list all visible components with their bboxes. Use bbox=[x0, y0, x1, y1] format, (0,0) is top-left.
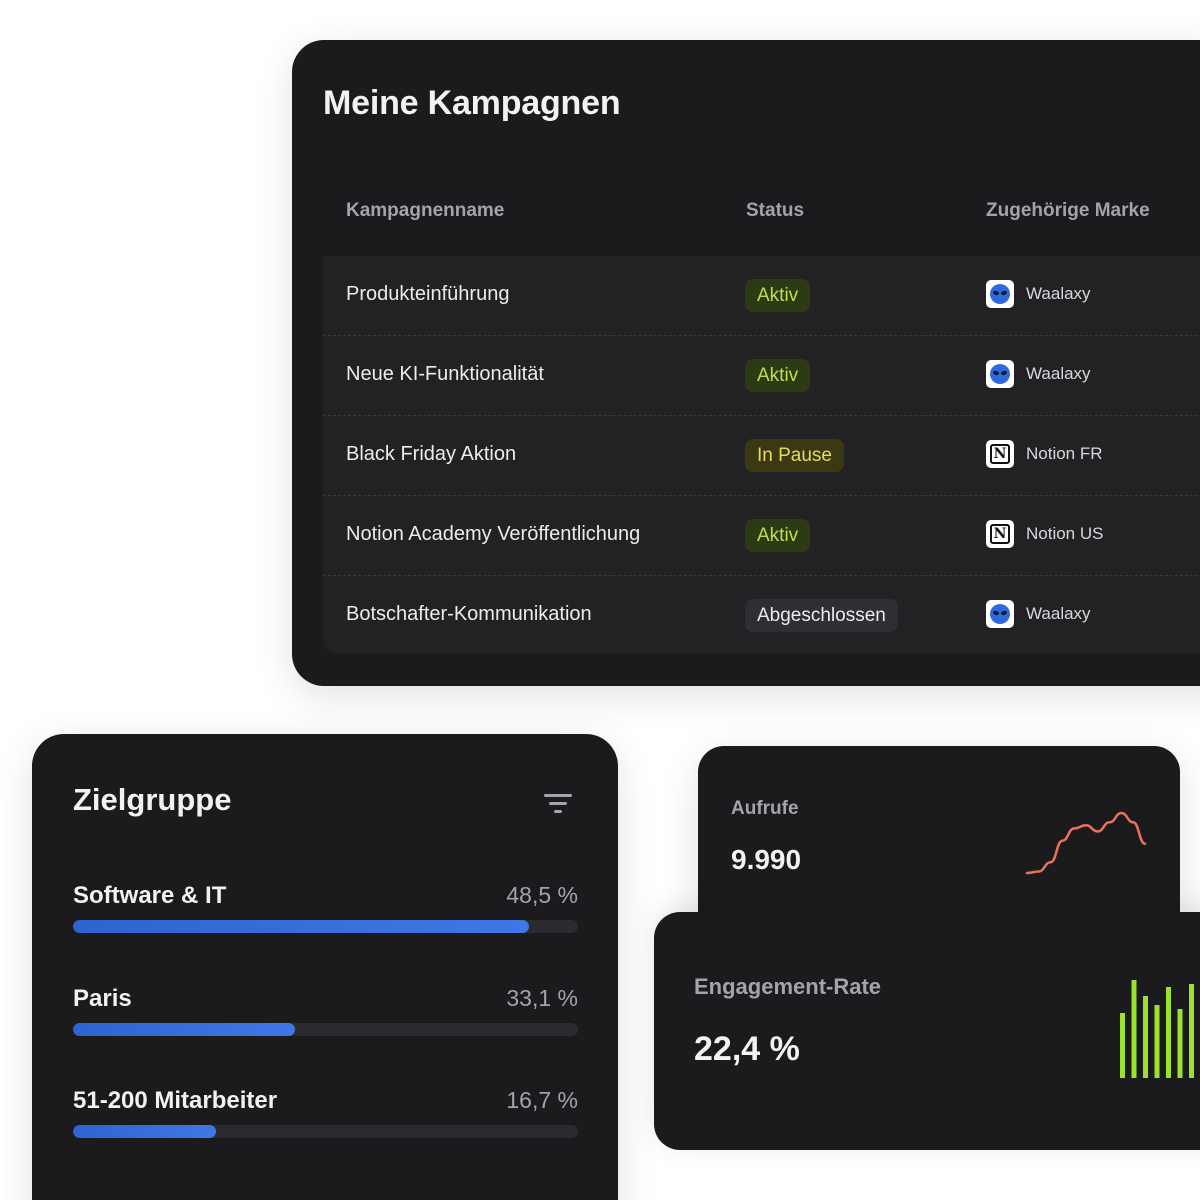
brand-name: Notion US bbox=[1026, 524, 1104, 543]
audience-metric: 51-200 Mitarbeiter 16,7 % bbox=[73, 1087, 578, 1147]
table-row[interactable]: Neue KI-Funktionalität Aktiv Waalaxy bbox=[323, 336, 1200, 416]
metric-percent: 33,1 % bbox=[506, 985, 578, 1011]
engagement-bar bbox=[1143, 996, 1148, 1078]
status-badge: Aktiv bbox=[745, 359, 811, 392]
metric-label: Paris bbox=[73, 985, 132, 1012]
engagement-card: Engagement-Rate 22,4 % bbox=[654, 912, 1200, 1150]
engagement-bar-chart bbox=[1120, 980, 1194, 1078]
campaign-name[interactable]: Produkteinführung bbox=[346, 283, 510, 305]
audience-metric: Software & IT 48,5 % bbox=[73, 882, 578, 942]
engagement-bar bbox=[1120, 1013, 1125, 1078]
audience-card: Zielgruppe Software & IT 48,5 % Paris 33,1 … bbox=[32, 734, 618, 1200]
campaign-name[interactable]: Botschafter-Kommunikation bbox=[346, 603, 592, 625]
campaigns-table-body: Produkteinführung Aktiv Waalaxy Neue KI-Fun… bbox=[323, 256, 1200, 654]
table-row[interactable]: Notion Academy Veröffentlichung Aktiv N Not… bbox=[323, 496, 1200, 576]
metric-label: 51-200 Mitarbeiter bbox=[73, 1087, 278, 1114]
progress-fill bbox=[73, 920, 529, 933]
notion-icon: N bbox=[986, 440, 1014, 468]
campaigns-table-header: Kampagnenname Status Zugehörige Marke bbox=[323, 200, 1200, 256]
status-badge: In Pause bbox=[745, 439, 844, 472]
status-badge: Abgeschlossen bbox=[745, 599, 898, 632]
brand-name: Waalaxy bbox=[1026, 284, 1091, 303]
alien-icon bbox=[986, 360, 1014, 388]
engagement-bar bbox=[1166, 987, 1171, 1078]
filter-icon[interactable] bbox=[544, 792, 574, 818]
sparkline-series bbox=[1025, 811, 1147, 875]
progress-fill bbox=[73, 1125, 217, 1138]
engagement-bar bbox=[1131, 980, 1137, 1078]
notion-icon: N bbox=[986, 520, 1014, 548]
table-row[interactable]: Black Friday Aktion In Pause N Notion FR bbox=[323, 416, 1200, 496]
campaigns-card: Meine Kampagnen Kampagnenname Status Zug… bbox=[292, 40, 1200, 686]
views-sparkline bbox=[1025, 811, 1147, 875]
metric-percent: 16,7 % bbox=[506, 1087, 578, 1113]
campaigns-title: Meine Kampagnen bbox=[323, 84, 621, 122]
brand-name: Waalaxy bbox=[1026, 364, 1091, 383]
campaign-name[interactable]: Notion Academy Veröffentlichung bbox=[346, 523, 641, 545]
engagement-value: 22,4 % bbox=[694, 1030, 800, 1068]
views-value: 9.990 bbox=[731, 844, 802, 875]
campaign-name[interactable]: Neue KI-Funktionalität bbox=[346, 363, 544, 385]
brand-name: Waalaxy bbox=[1026, 604, 1091, 623]
audience-title: Zielgruppe bbox=[73, 782, 232, 817]
alien-icon bbox=[986, 600, 1014, 628]
progress-track bbox=[73, 1125, 578, 1138]
metric-label: Software & IT bbox=[73, 882, 227, 909]
alien-icon bbox=[986, 280, 1014, 308]
audience-metric: Paris 33,1 % bbox=[73, 985, 578, 1045]
status-badge: Aktiv bbox=[745, 519, 811, 552]
column-header-status[interactable]: Status bbox=[746, 200, 805, 221]
engagement-bar bbox=[1189, 984, 1194, 1078]
engagement-label: Engagement-Rate bbox=[694, 974, 882, 999]
column-header-brand[interactable]: Zugehörige Marke bbox=[986, 200, 1150, 221]
engagement-bar bbox=[1177, 1009, 1183, 1078]
metric-percent: 48,5 % bbox=[506, 882, 578, 908]
table-row[interactable]: Botschafter-Kommunikation Abgeschlossen Wa… bbox=[323, 576, 1200, 656]
progress-track bbox=[73, 920, 578, 933]
column-header-name[interactable]: Kampagnenname bbox=[346, 200, 505, 221]
table-row[interactable]: Produkteinführung Aktiv Waalaxy bbox=[323, 256, 1200, 336]
status-badge: Aktiv bbox=[745, 279, 811, 312]
campaign-name[interactable]: Black Friday Aktion bbox=[346, 443, 517, 465]
engagement-bar bbox=[1154, 1005, 1160, 1078]
progress-fill bbox=[73, 1023, 296, 1036]
brand-name: Notion FR bbox=[1026, 444, 1103, 463]
progress-track bbox=[73, 1023, 578, 1036]
views-label: Aufrufe bbox=[731, 798, 799, 819]
